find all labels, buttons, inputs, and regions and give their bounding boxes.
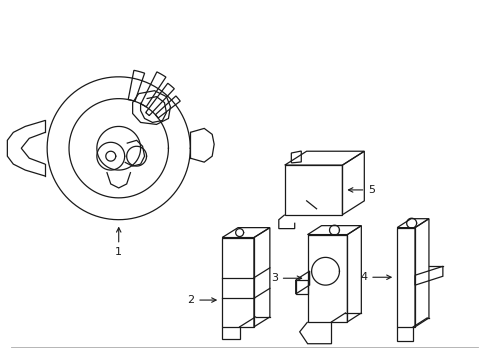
Text: 5: 5 [348,185,374,195]
Text: 4: 4 [360,272,390,282]
Text: 1: 1 [115,228,122,257]
Text: 3: 3 [270,273,301,283]
Text: 2: 2 [187,295,216,305]
